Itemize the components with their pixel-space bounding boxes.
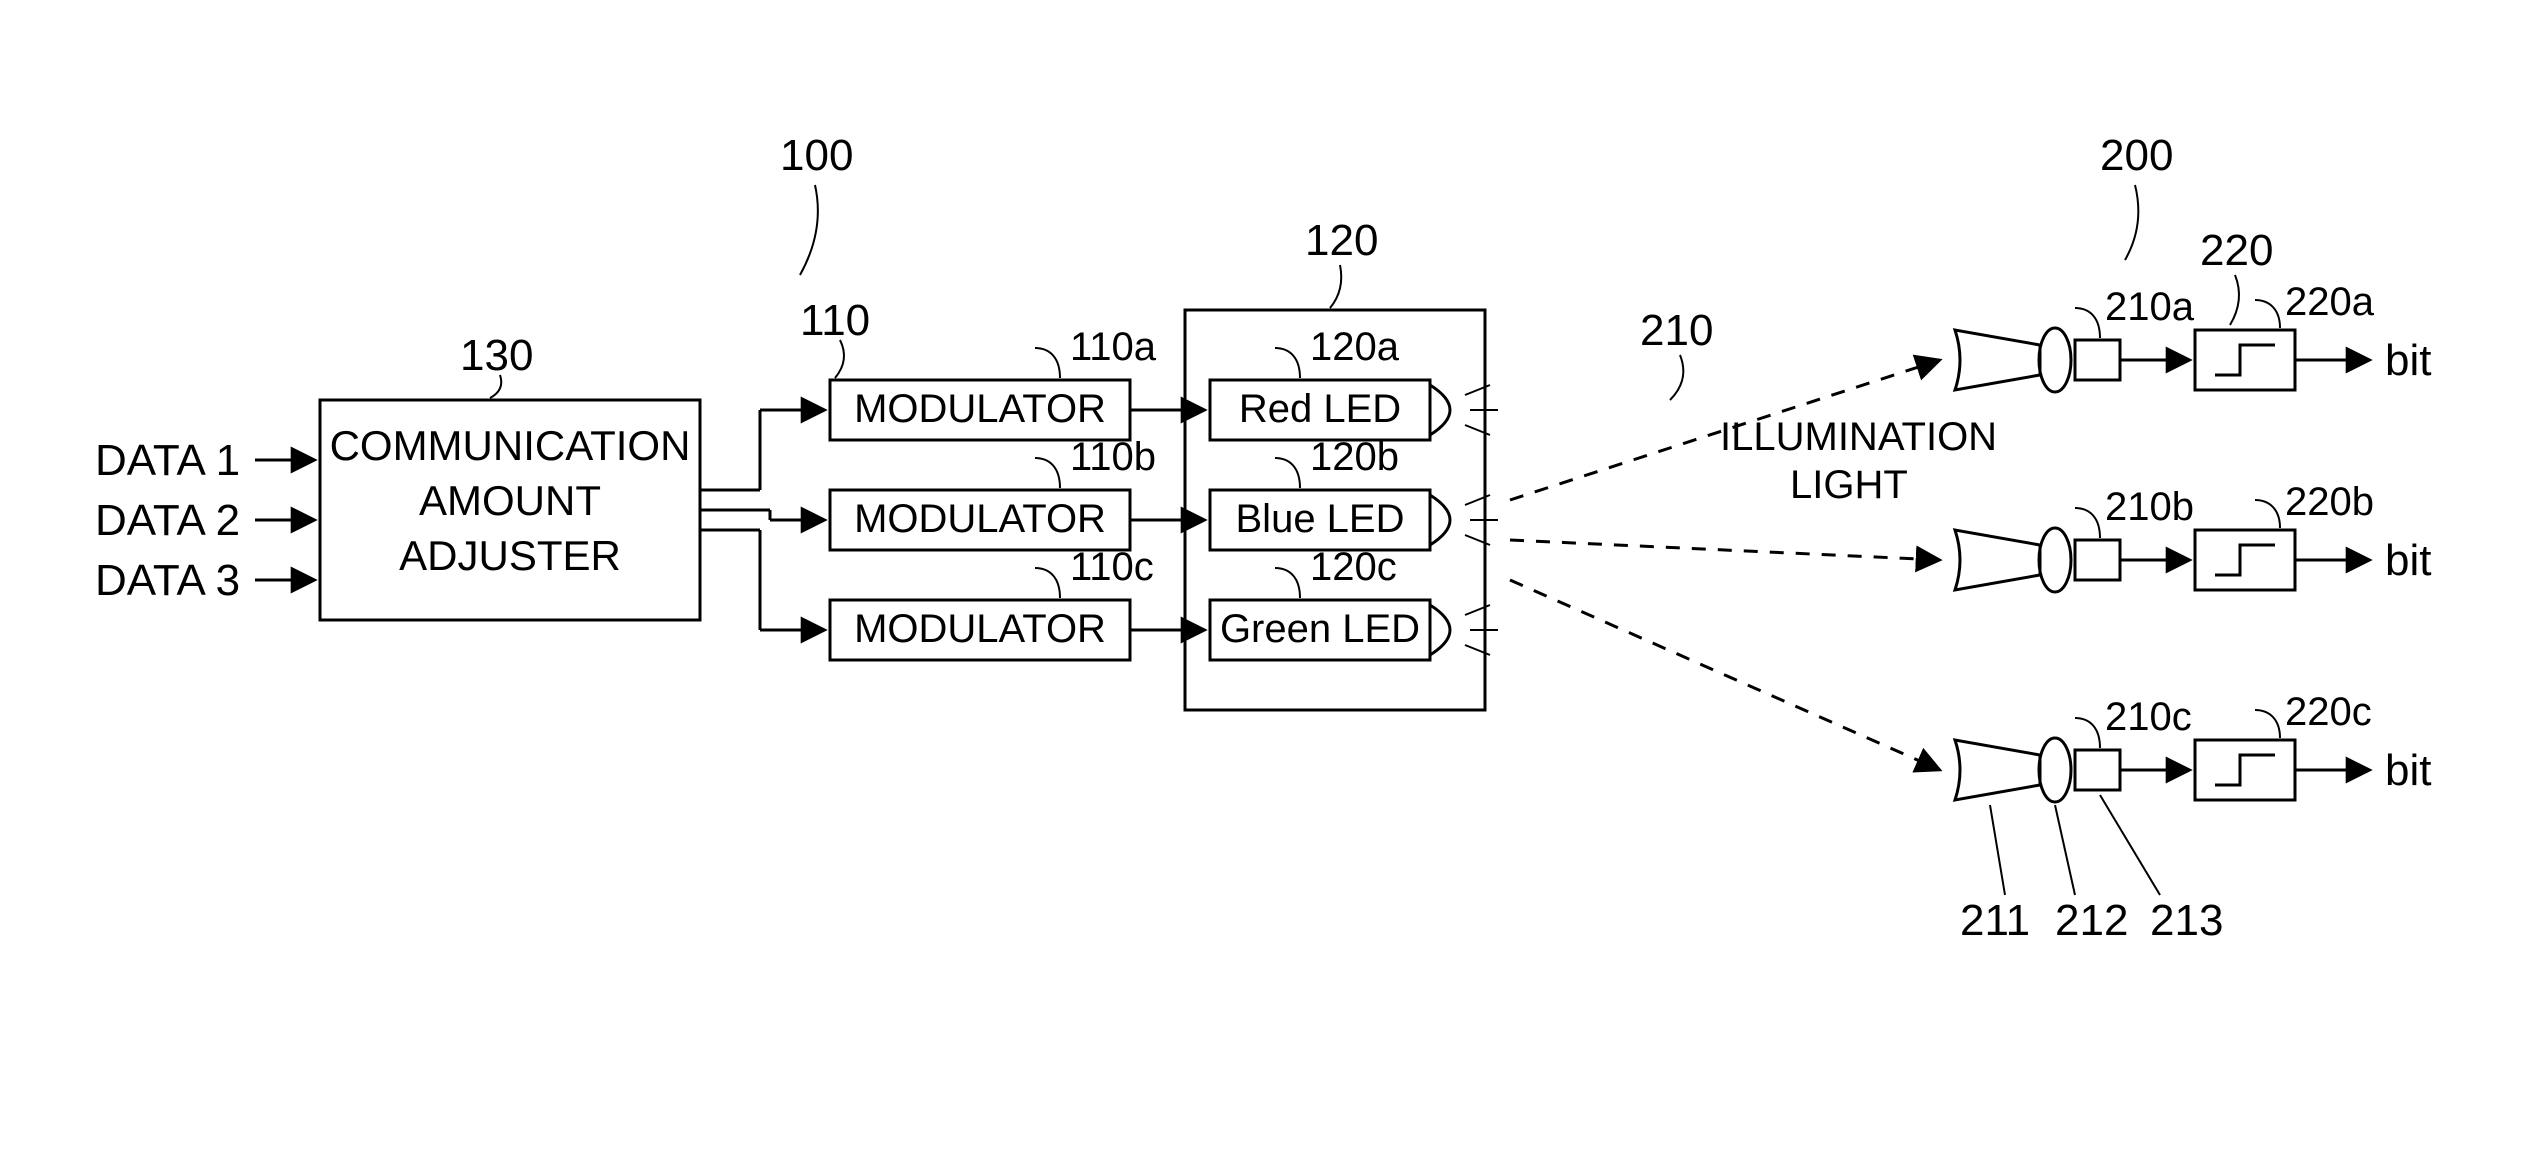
ref-100: 100: [780, 131, 853, 180]
ref-110-group: 110: [800, 296, 870, 378]
illumination-rays: ILLUMINATION LIGHT: [1510, 360, 1997, 770]
led-b-lens: [1430, 495, 1450, 545]
led-b-label: Blue LED: [1236, 497, 1405, 541]
adjuster-line3: ADJUSTER: [399, 532, 621, 579]
ref-213: 213: [2150, 896, 2223, 945]
ref-210a: 210a: [2105, 285, 2195, 329]
ref-211: 211: [1960, 896, 2030, 945]
ref-212: 212: [2055, 896, 2128, 945]
leader-120b: [1275, 458, 1300, 488]
detector-b: [2075, 540, 2120, 580]
led-a: Red LED 120a: [1210, 325, 1498, 440]
receiver-a: bit 210a 220a: [1955, 280, 2431, 392]
adjuster-line1: COMMUNICATION: [330, 422, 691, 469]
step-icon-a: [2215, 345, 2275, 375]
lens-b: [2039, 528, 2071, 592]
led-c: Green LED 120c: [1210, 545, 1498, 660]
bit-b: bit: [2385, 536, 2431, 585]
ref-110: 110: [800, 296, 870, 345]
leader-110c: [1035, 568, 1060, 598]
modulator-a-label: MODULATOR: [854, 387, 1106, 431]
ref-110c: 110c: [1070, 545, 1154, 589]
leader-200: [2125, 185, 2138, 260]
ref-110b: 110b: [1070, 435, 1156, 479]
leader-100: [800, 185, 818, 275]
ref-120a: 120a: [1310, 325, 1400, 369]
ref-220c: 220c: [2285, 690, 2372, 734]
illumination-label2: LIGHT: [1790, 463, 1908, 507]
part-refs: 211 212 213: [1960, 795, 2223, 945]
modulator-b-label: MODULATOR: [854, 497, 1106, 541]
ref-130: 130: [460, 331, 533, 380]
leader-120: [1330, 265, 1341, 308]
bit-c: bit: [2385, 746, 2431, 795]
modulator-a: MODULATOR 110a: [830, 325, 1157, 440]
ref-220b: 220b: [2285, 480, 2374, 524]
ref-120: 120: [1305, 216, 1378, 265]
data3-label: DATA 3: [95, 556, 240, 605]
leader-110: [835, 340, 844, 378]
modulator-c: MODULATOR 110c: [830, 545, 1154, 660]
collimator-b: [1955, 530, 2040, 590]
receiver-b: bit 210b 220b: [1955, 480, 2431, 592]
ref-210b: 210b: [2105, 485, 2194, 529]
ref-110a: 110a: [1070, 325, 1157, 369]
detector-a: [2075, 340, 2120, 380]
adjuster-line2: AMOUNT: [419, 477, 601, 524]
ref-200-group: 200: [2100, 131, 2173, 260]
ref-220a: 220a: [2285, 280, 2375, 324]
led-b: Blue LED 120b: [1210, 435, 1498, 550]
receiver-c: bit 210c 220c: [1955, 690, 2431, 802]
lens-a: [2039, 328, 2071, 392]
led-a-label: Red LED: [1239, 387, 1401, 431]
bit-a: bit: [2385, 336, 2431, 385]
ref-220: 220: [2200, 226, 2273, 275]
detector-c: [2075, 750, 2120, 790]
lens-c: [2039, 738, 2071, 802]
data2-label: DATA 2: [95, 496, 240, 545]
ref-210c: 210c: [2105, 695, 2192, 739]
led-a-lens: [1430, 385, 1450, 435]
adjuster-block: COMMUNICATION AMOUNT ADJUSTER 130: [320, 331, 700, 620]
leader-120c: [1275, 568, 1300, 598]
step-icon-c: [2215, 755, 2275, 785]
adjuster-out-wires: [700, 410, 825, 630]
led-c-label: Green LED: [1220, 607, 1420, 651]
ref-210: 210: [1640, 306, 1713, 355]
ref-200: 200: [2100, 131, 2173, 180]
step-icon-b: [2215, 545, 2275, 575]
demod-c: [2195, 740, 2295, 800]
modulator-b: MODULATOR 110b: [830, 435, 1156, 550]
ref-220-group: 220: [2200, 226, 2273, 325]
block-diagram: DATA 1 DATA 2 DATA 3 COMMUNICATION AMOUN…: [0, 0, 2548, 1151]
demod-a: [2195, 330, 2295, 390]
leader-120a: [1275, 348, 1300, 378]
leader-110b: [1035, 458, 1060, 488]
leader-110a: [1035, 348, 1060, 378]
illumination-label1: ILLUMINATION: [1720, 415, 1997, 459]
ref-210-group: 210: [1640, 306, 1713, 400]
led-c-lens: [1430, 605, 1450, 655]
ref-120c: 120c: [1310, 545, 1397, 589]
collimator-c: [1955, 740, 2040, 800]
collimator-a: [1955, 330, 2040, 390]
demod-b: [2195, 530, 2295, 590]
ref-100-group: 100: [780, 131, 853, 275]
leader-210: [1670, 355, 1683, 400]
data-inputs: DATA 1 DATA 2 DATA 3: [95, 436, 315, 605]
leader-220: [2230, 275, 2239, 325]
data1-label: DATA 1: [95, 436, 240, 485]
ref-120b: 120b: [1310, 435, 1399, 479]
modulator-c-label: MODULATOR: [854, 607, 1106, 651]
